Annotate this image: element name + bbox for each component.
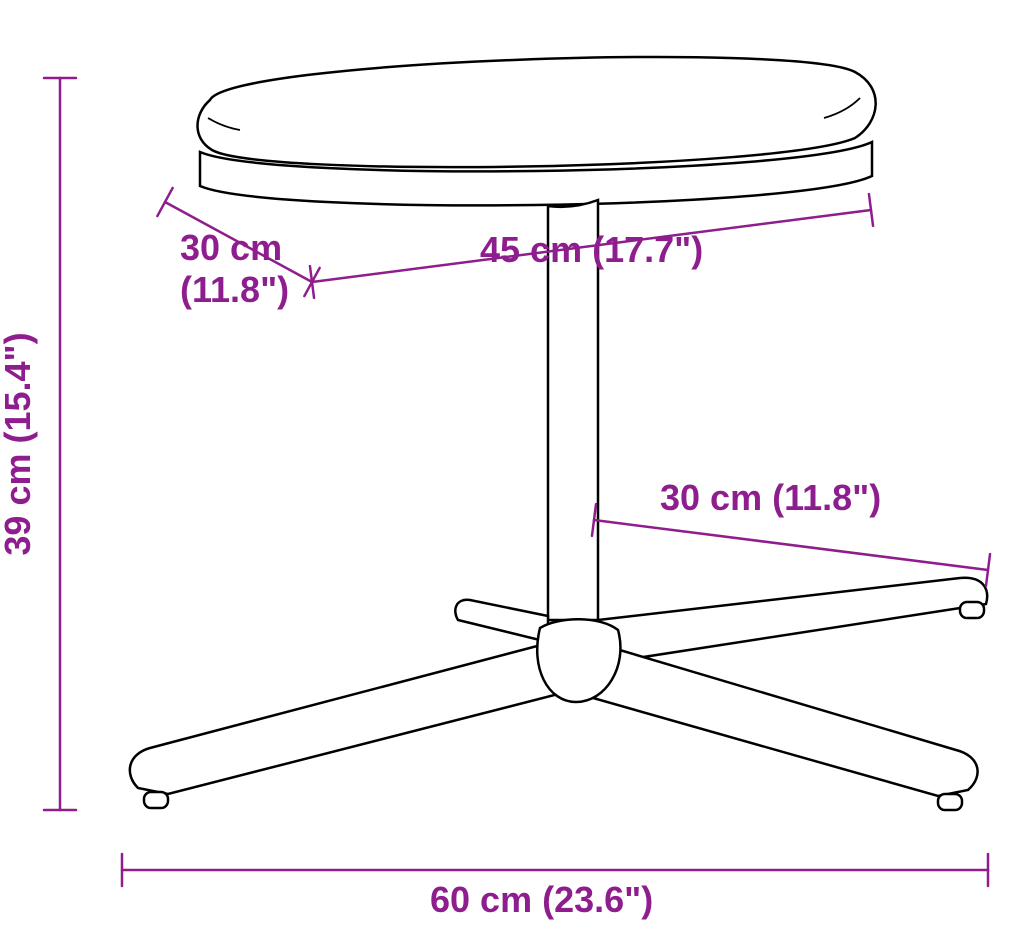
stool-outline [130,57,987,810]
dim-height-label: 39 cm (15.4") [0,332,38,555]
dim-depth-label-1: 30 cm [180,227,282,268]
dim-depth-label-2: (11.8") [180,269,289,310]
dim-leg-label: 30 cm (11.8") [660,477,881,518]
dim-seat-width-label: 45 cm (17.7") [480,229,703,270]
dim-base-width-label: 60 cm (23.6") [430,879,653,920]
dim-height-line [44,78,76,810]
